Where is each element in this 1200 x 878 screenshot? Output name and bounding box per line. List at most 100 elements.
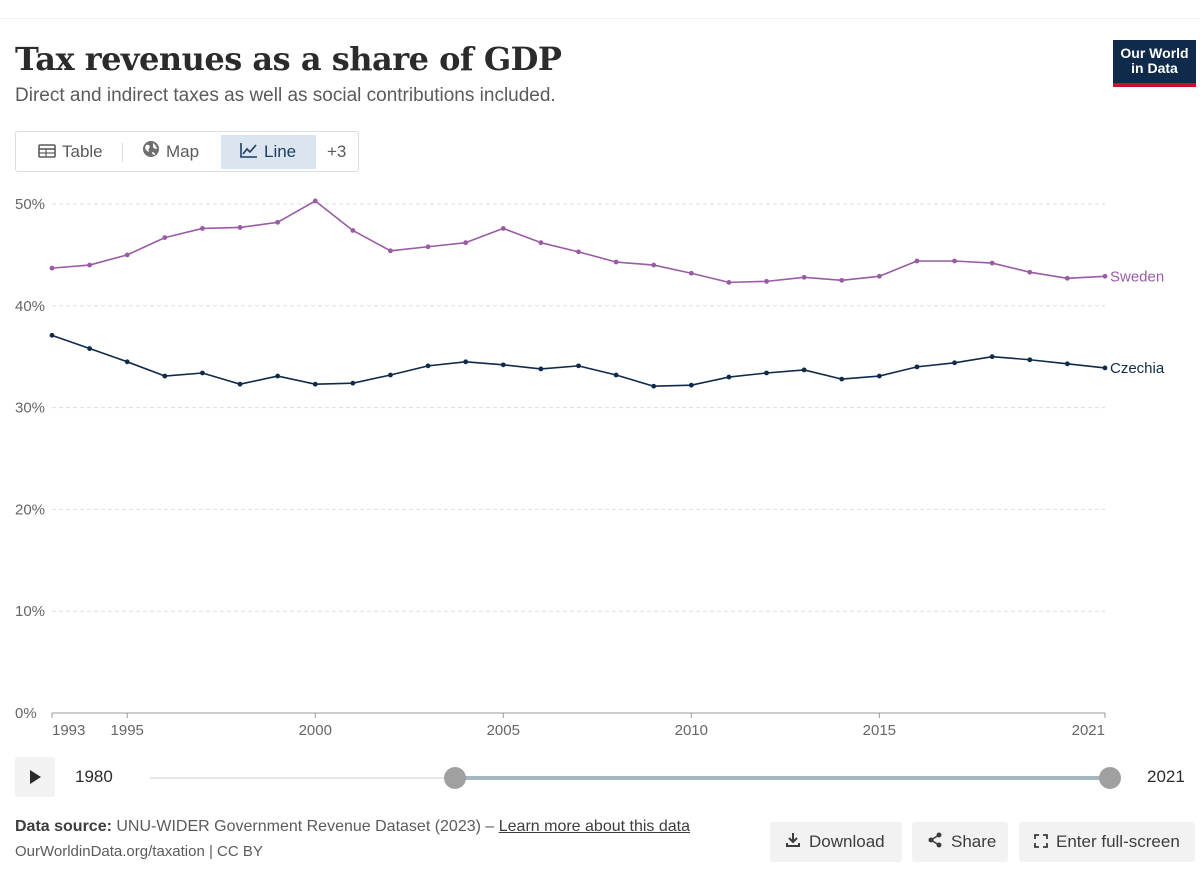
- x-tick-label: 1993: [52, 722, 85, 739]
- data-point-sweden: [425, 244, 431, 250]
- source-label: Data source:: [15, 818, 112, 835]
- data-point-sweden: [49, 265, 55, 271]
- data-point-czechia: [350, 380, 356, 386]
- data-point-sweden: [914, 258, 920, 264]
- share-button[interactable]: Share: [912, 822, 1008, 862]
- data-point-sweden: [613, 259, 619, 265]
- data-point-sweden: [839, 277, 845, 283]
- footer-url[interactable]: OurWorldinData.org/taxation | CC BY: [15, 843, 263, 860]
- y-tick-label: 50%: [15, 196, 45, 213]
- data-point-sweden: [200, 226, 205, 231]
- y-tick-label: 40%: [15, 298, 45, 315]
- data-point-czechia: [914, 364, 920, 370]
- series-label-sweden: Sweden: [1110, 268, 1164, 285]
- data-point-sweden: [350, 228, 356, 233]
- data-point-sweden: [801, 274, 807, 280]
- expand-icon: [1034, 823, 1048, 863]
- data-point-czechia: [425, 363, 431, 369]
- chart-subtitle: Direct and indirect taxes as well as soc…: [15, 85, 556, 106]
- data-point-sweden: [952, 258, 957, 264]
- data-point-sweden: [726, 279, 732, 285]
- fullscreen-button[interactable]: Enter full-screen: [1019, 822, 1195, 862]
- tab-map[interactable]: Map: [142, 135, 199, 169]
- data-point-czechia: [87, 346, 93, 351]
- table-icon: [38, 136, 56, 170]
- data-point-sweden: [463, 240, 469, 246]
- data-point-sweden: [500, 226, 506, 231]
- play-button[interactable]: [15, 757, 55, 797]
- download-label: Download: [809, 832, 885, 851]
- data-point-czechia: [839, 376, 845, 382]
- tab-line[interactable]: Line: [221, 135, 316, 169]
- data-point-czechia: [500, 362, 506, 368]
- data-point-czechia: [764, 370, 769, 376]
- data-point-sweden: [1027, 269, 1033, 275]
- series-label-czechia: Czechia: [1110, 360, 1165, 377]
- globe-icon: [142, 136, 160, 170]
- logo-line-2: in Data: [1131, 60, 1178, 76]
- timeline-selected-range: [455, 776, 1110, 780]
- data-point-czechia: [876, 373, 882, 379]
- tab-line-label: Line: [264, 142, 297, 161]
- line-chart: 0% 10% 20% 30% 40% 50% 1993 1995 2000 2005 2010 20…: [15, 196, 1165, 739]
- data-point-sweden: [989, 260, 995, 266]
- timeline-end-handle[interactable]: [1099, 767, 1121, 789]
- chart-tabs: Table Map Line +3: [15, 131, 359, 172]
- data-point-czechia: [200, 370, 205, 376]
- data-point-czechia: [162, 373, 168, 379]
- data-point-czechia: [388, 372, 393, 378]
- data-point-sweden: [312, 198, 318, 204]
- data-point-sweden: [764, 278, 769, 284]
- tab-table-label: Table: [62, 142, 103, 161]
- x-tick-label: 1995: [111, 722, 144, 739]
- data-point-czechia: [538, 366, 544, 372]
- top-rule: [0, 18, 1200, 19]
- x-axis: 1993 1995 2000 2005 2010 2015 2021: [51, 712, 1106, 739]
- timeline-start-handle[interactable]: [444, 767, 466, 789]
- share-label: Share: [951, 832, 997, 851]
- owid-logo[interactable]: Our World in Data: [1113, 40, 1196, 87]
- data-point-sweden: [688, 270, 694, 276]
- chart-title: Tax revenues as a share of GDP: [15, 40, 562, 78]
- y-tick-label: 30%: [15, 400, 45, 417]
- data-point-czechia: [651, 383, 657, 389]
- data-point-sweden: [1064, 275, 1070, 281]
- series-line-sweden: [51, 200, 1106, 284]
- data-point-czechia: [312, 381, 318, 387]
- x-tick-label: 2015: [863, 722, 896, 739]
- x-tick-label: 2005: [487, 722, 520, 739]
- data-point-sweden: [124, 252, 130, 258]
- data-point-sweden: [388, 248, 393, 254]
- source-text: UNU-WIDER Government Revenue Dataset (20…: [116, 818, 495, 835]
- data-point-czechia: [124, 359, 130, 365]
- series-line-czechia: [51, 334, 1106, 388]
- data-point-sweden: [576, 249, 581, 255]
- tab-more[interactable]: +3: [327, 142, 347, 161]
- data-point-sweden: [275, 219, 281, 225]
- x-tick-label: 2010: [675, 722, 708, 739]
- timeline-start-year: 1980: [75, 767, 113, 786]
- data-source: Data source: UNU-WIDER Government Revenu…: [15, 818, 690, 836]
- download-button[interactable]: Download: [770, 822, 902, 862]
- data-point-sweden: [651, 262, 657, 268]
- download-icon: [785, 823, 801, 863]
- data-point-czechia: [1064, 361, 1070, 367]
- tab-table[interactable]: Table: [38, 135, 103, 169]
- data-point-czechia: [613, 372, 619, 378]
- y-tick-label: 0%: [15, 705, 37, 722]
- logo-line-1: Our World: [1120, 45, 1189, 61]
- data-point-czechia: [1027, 357, 1033, 363]
- data-point-czechia: [801, 367, 807, 373]
- data-point-sweden: [876, 273, 882, 279]
- data-point-czechia: [237, 381, 243, 387]
- y-axis-ticks: 0% 10% 20% 30% 40% 50%: [15, 196, 45, 722]
- timeline-end-year: 2021: [1147, 767, 1185, 786]
- data-point-czechia: [688, 382, 694, 388]
- data-point-czechia: [952, 360, 957, 366]
- y-tick-label: 20%: [15, 501, 45, 518]
- fullscreen-label: Enter full-screen: [1056, 832, 1180, 851]
- data-point-sweden: [162, 235, 168, 240]
- tab-divider: [122, 143, 123, 162]
- data-point-czechia: [726, 374, 732, 380]
- learn-more-link[interactable]: Learn more about this data: [498, 818, 690, 835]
